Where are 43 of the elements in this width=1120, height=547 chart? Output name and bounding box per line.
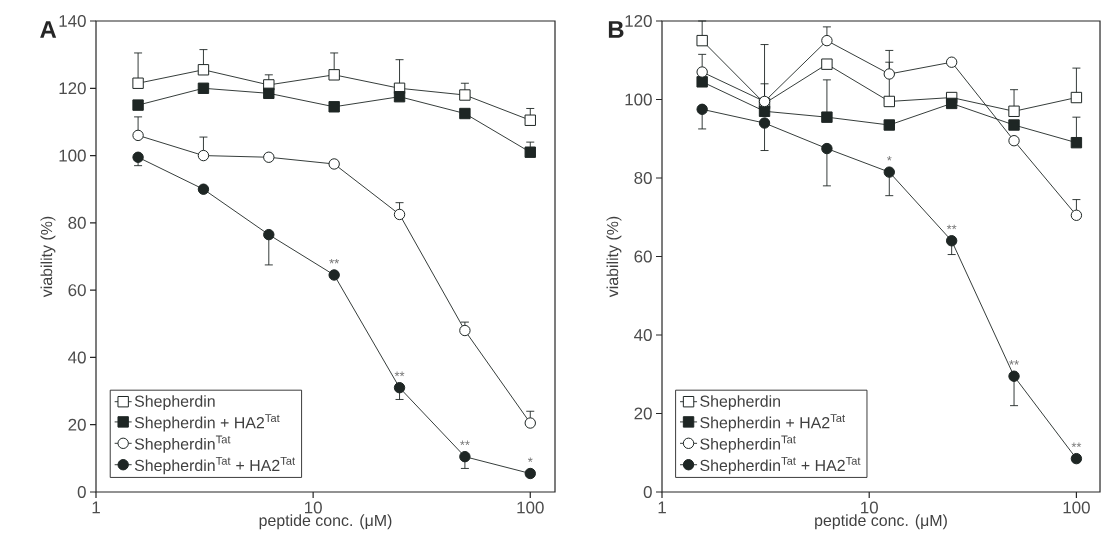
y-axis-title: viability (%) <box>606 216 622 298</box>
y-tick-label: 0 <box>77 486 86 498</box>
x-tick-label: 100 <box>1063 501 1090 514</box>
x-tick-label: 1 <box>92 501 100 514</box>
x-tick-label: 10 <box>861 501 878 514</box>
x-axis-title: peptide conc. (μM) <box>259 514 392 530</box>
annotation: ** <box>1009 360 1019 365</box>
legend-label: Shepherdin$^{Tat}$ <box>134 435 231 453</box>
y-tick-label: 60 <box>68 284 86 297</box>
chart-title: A <box>40 21 57 38</box>
y-tick-label: 20 <box>634 407 652 420</box>
chart-title: B <box>608 21 624 38</box>
legend-label: Shepherdin <box>134 395 215 411</box>
y-tick-label: 20 <box>68 418 86 431</box>
x-tick-label: 1 <box>658 501 666 514</box>
x-tick-label: 10 <box>305 501 322 514</box>
y-tick-label: 120 <box>59 82 86 95</box>
annotation: * <box>886 156 892 161</box>
annotation: ** <box>1071 442 1082 448</box>
y-axis-title: viability (%) <box>40 216 56 298</box>
y-tick-label: 80 <box>68 216 86 229</box>
legend-label: Shepherdin + HA2$^{Tat}$ <box>700 414 846 432</box>
y-tick-label: 40 <box>634 329 652 341</box>
annotation: ** <box>946 224 957 230</box>
annotation: * <box>527 457 533 462</box>
y-tick-label: 140 <box>59 15 86 27</box>
y-tick-label: 100 <box>625 93 652 106</box>
legend-label: Shepherdin$^{Tat}$ + HA2$^{Tat}$ <box>134 457 296 475</box>
x-axis-title: peptide conc. (μM) <box>815 514 947 530</box>
legend-label: Shepherdin$^{Tat}$ <box>700 435 796 453</box>
y-tick-label: 40 <box>68 351 86 364</box>
annotation: ** <box>460 440 470 446</box>
x-tick-label: 100 <box>517 501 544 514</box>
y-tick-label: 100 <box>59 149 86 162</box>
y-tick-label: 0 <box>643 486 652 498</box>
y-tick-label: 60 <box>634 250 652 263</box>
legend-label: Shepherdin <box>700 395 780 411</box>
legend-label: Shepherdin$^{Tat}$ + HA2$^{Tat}$ <box>700 457 861 475</box>
y-tick-label: 80 <box>634 172 652 184</box>
legend-label: Shepherdin + HA2$^{Tat}$ <box>134 414 280 432</box>
annotation: ** <box>329 258 340 264</box>
y-tick-label: 120 <box>625 15 652 27</box>
annotation: ** <box>394 371 405 377</box>
